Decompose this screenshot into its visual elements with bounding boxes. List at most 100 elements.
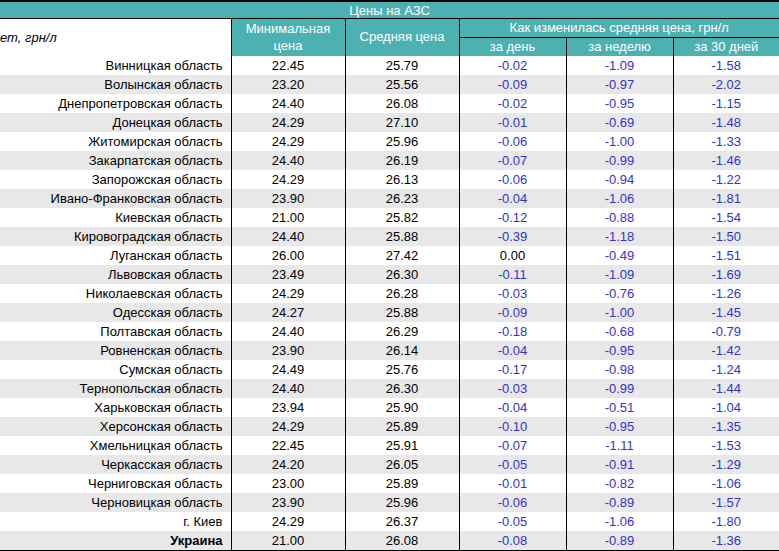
- min-price-cell: 24.40: [231, 322, 345, 341]
- min-price-cell: 23.94: [231, 398, 345, 417]
- month-change-cell: -1.45: [673, 303, 779, 322]
- month-change-cell: -1.58: [673, 56, 779, 75]
- table-row: Тернопольская область 24.40 26.30 -0.03 …: [0, 379, 779, 398]
- week-change-cell: -0.95: [566, 341, 673, 360]
- col-header-per-day: за день: [459, 38, 566, 57]
- day-change-cell: -0.03: [459, 379, 566, 398]
- week-change-cell: -1.11: [566, 436, 673, 455]
- table-row: Одесская область 24.27 25.88 -0.09 -1.00…: [0, 303, 779, 322]
- day-change-cell: -0.05: [459, 455, 566, 474]
- region-cell: Ивано-Франковская область: [0, 189, 231, 208]
- region-cell: Одесская область: [0, 303, 231, 322]
- week-change-cell: -1.09: [566, 56, 673, 75]
- avg-price-cell: 25.96: [345, 493, 459, 512]
- month-change-cell: -1.69: [673, 265, 779, 284]
- min-price-cell: 23.49: [231, 265, 345, 284]
- day-change-cell: -0.05: [459, 512, 566, 531]
- min-price-cell: 24.40: [231, 94, 345, 113]
- region-cell: Запорожская область: [0, 170, 231, 189]
- region-cell: Украина: [0, 531, 231, 551]
- month-change-cell: -1.22: [673, 170, 779, 189]
- table-title: Цены на АЗС: [0, 1, 779, 19]
- week-change-cell: -0.99: [566, 379, 673, 398]
- month-change-cell: -1.50: [673, 227, 779, 246]
- avg-price-cell: 26.37: [345, 512, 459, 531]
- day-change-cell: -0.08: [459, 531, 566, 551]
- day-change-cell: -0.02: [459, 56, 566, 75]
- table-row: Черновицкая область 23.90 25.96 -0.06 -0…: [0, 493, 779, 512]
- table-row: Кировоградская область 24.40 25.88 -0.39…: [0, 227, 779, 246]
- month-change-cell: -1.46: [673, 151, 779, 170]
- fuel-price-table: Цены на АЗС ет, грн/л Минимальная цена С…: [0, 0, 779, 551]
- day-change-cell: -0.07: [459, 151, 566, 170]
- day-change-cell: -0.17: [459, 360, 566, 379]
- avg-price-cell: 26.05: [345, 455, 459, 474]
- table-row: Николаевская область 24.29 26.28 -0.03 -…: [0, 284, 779, 303]
- day-change-cell: -0.09: [459, 75, 566, 94]
- month-change-cell: -1.04: [673, 398, 779, 417]
- week-change-cell: -1.09: [566, 265, 673, 284]
- month-change-cell: -1.36: [673, 531, 779, 551]
- region-cell: Тернопольская область: [0, 379, 231, 398]
- fuel-type-label: ет, грн/л: [0, 19, 231, 57]
- avg-price-cell: 26.30: [345, 379, 459, 398]
- table-row: Львовская область 23.49 26.30 -0.11 -1.0…: [0, 265, 779, 284]
- region-cell: Харьковская область: [0, 398, 231, 417]
- region-cell: Житомирская область: [0, 132, 231, 151]
- table-row: Луганская область 26.00 27.42 0.00 -0.49…: [0, 246, 779, 265]
- week-change-cell: -1.00: [566, 303, 673, 322]
- region-cell: Полтавская область: [0, 322, 231, 341]
- min-price-cell: 24.20: [231, 455, 345, 474]
- avg-price-cell: 26.29: [345, 322, 459, 341]
- month-change-cell: -1.06: [673, 474, 779, 493]
- min-price-cell: 26.00: [231, 246, 345, 265]
- table-row: Донецкая область 24.29 27.10 -0.01 -0.69…: [0, 113, 779, 132]
- week-change-cell: -1.06: [566, 512, 673, 531]
- region-cell: Хмельницкая область: [0, 436, 231, 455]
- table-row: Житомирская область 24.29 25.96 -0.06 -1…: [0, 132, 779, 151]
- region-cell: Закарпатская область: [0, 151, 231, 170]
- avg-price-cell: 25.90: [345, 398, 459, 417]
- avg-price-cell: 26.19: [345, 151, 459, 170]
- col-header-min-price: Минимальная цена: [231, 19, 345, 57]
- day-change-cell: 0.00: [459, 246, 566, 265]
- avg-price-cell: 26.13: [345, 170, 459, 189]
- day-change-cell: -0.07: [459, 436, 566, 455]
- week-change-cell: -0.68: [566, 322, 673, 341]
- region-cell: Херсонская область: [0, 417, 231, 436]
- day-change-cell: -0.11: [459, 265, 566, 284]
- month-change-cell: -1.29: [673, 455, 779, 474]
- region-cell: г. Киев: [0, 512, 231, 531]
- avg-price-cell: 25.88: [345, 227, 459, 246]
- min-price-cell: 24.40: [231, 227, 345, 246]
- table-row: Сумская область 24.49 25.76 -0.17 -0.98 …: [0, 360, 779, 379]
- region-cell: Черкасская область: [0, 455, 231, 474]
- table-row: г. Киев 24.29 26.37 -0.05 -1.06 -1.80: [0, 512, 779, 531]
- region-cell: Киевская область: [0, 208, 231, 227]
- region-cell: Сумская область: [0, 360, 231, 379]
- month-change-cell: -1.26: [673, 284, 779, 303]
- day-change-cell: -0.01: [459, 474, 566, 493]
- table-row: Запорожская область 24.29 26.13 -0.06 -0…: [0, 170, 779, 189]
- day-change-cell: -0.18: [459, 322, 566, 341]
- table-row: Хмельницкая область 22.45 25.91 -0.07 -1…: [0, 436, 779, 455]
- avg-price-cell: 26.28: [345, 284, 459, 303]
- table-row: Ровненская область 23.90 26.14 -0.04 -0.…: [0, 341, 779, 360]
- avg-price-cell: 26.23: [345, 189, 459, 208]
- region-cell: Донецкая область: [0, 113, 231, 132]
- table-row: Ивано-Франковская область 23.90 26.23 -0…: [0, 189, 779, 208]
- week-change-cell: -0.95: [566, 417, 673, 436]
- min-price-cell: 23.90: [231, 341, 345, 360]
- region-cell: Кировоградская область: [0, 227, 231, 246]
- table-row: Закарпатская область 24.40 26.19 -0.07 -…: [0, 151, 779, 170]
- region-cell: Черниговская область: [0, 474, 231, 493]
- min-price-cell: 24.40: [231, 151, 345, 170]
- week-change-cell: -0.91: [566, 455, 673, 474]
- region-cell: Черновицкая область: [0, 493, 231, 512]
- table-row: Херсонская область 24.29 25.89 -0.10 -0.…: [0, 417, 779, 436]
- min-price-cell: 24.29: [231, 132, 345, 151]
- avg-price-cell: 27.42: [345, 246, 459, 265]
- table-row: Черкасская область 24.20 26.05 -0.05 -0.…: [0, 455, 779, 474]
- day-change-cell: -0.09: [459, 303, 566, 322]
- week-change-cell: -0.89: [566, 493, 673, 512]
